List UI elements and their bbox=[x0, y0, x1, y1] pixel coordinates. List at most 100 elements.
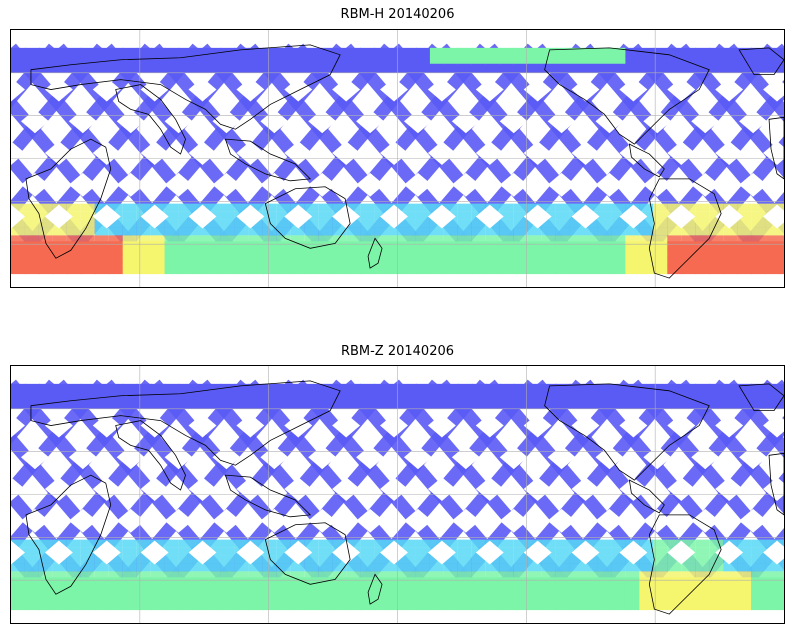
swath-cell bbox=[290, 577, 306, 587]
swath-cell bbox=[318, 55, 334, 65]
swath-cell bbox=[681, 585, 697, 595]
swath-cell bbox=[164, 249, 180, 259]
swath-cell bbox=[290, 241, 306, 251]
swath-cell bbox=[108, 47, 124, 57]
swath-cell bbox=[11, 593, 26, 603]
swath-cell bbox=[443, 391, 459, 401]
swath-cell bbox=[66, 63, 82, 73]
swath-cell bbox=[332, 571, 347, 580]
swath-gap bbox=[380, 413, 408, 438]
swath-cell bbox=[52, 63, 68, 73]
swath-cell bbox=[709, 249, 725, 259]
swath-cell bbox=[192, 249, 208, 259]
swath-cell bbox=[611, 547, 626, 556]
swath-cell bbox=[304, 47, 320, 57]
swath-cell bbox=[709, 227, 724, 236]
swath-cell bbox=[443, 601, 459, 611]
swath-cell bbox=[499, 55, 515, 65]
swath-cell bbox=[234, 571, 249, 580]
swath-cell bbox=[66, 391, 82, 401]
swath-cell bbox=[457, 391, 473, 401]
swath-cell bbox=[513, 219, 528, 228]
swath-cell bbox=[262, 571, 277, 580]
swath-gap bbox=[44, 77, 73, 102]
swath-cell bbox=[346, 585, 362, 595]
swath-cell bbox=[555, 227, 570, 236]
swath-cell bbox=[583, 235, 598, 244]
swath-cell bbox=[290, 571, 305, 580]
swath-cell bbox=[150, 241, 166, 251]
swath-cell bbox=[681, 539, 696, 548]
swath-gap bbox=[380, 540, 408, 565]
swath-gap bbox=[284, 477, 313, 501]
swath-cell bbox=[248, 257, 264, 267]
swath-cell bbox=[751, 539, 766, 548]
swath-cell bbox=[415, 555, 430, 564]
swath-cell bbox=[94, 577, 110, 587]
swath-cell bbox=[639, 235, 654, 244]
swath-cell bbox=[597, 63, 613, 73]
swath-cell bbox=[681, 571, 696, 580]
swath-cell bbox=[695, 235, 710, 244]
swath-cell bbox=[150, 601, 166, 611]
swath-cell bbox=[555, 383, 571, 393]
swath-cell bbox=[611, 47, 627, 57]
coastline bbox=[25, 474, 112, 595]
swath-cell bbox=[94, 539, 109, 548]
swath-cell bbox=[639, 601, 655, 611]
swath-cell bbox=[234, 63, 250, 73]
swath-cell bbox=[52, 235, 67, 244]
swath-gap bbox=[356, 172, 385, 197]
swath-cell bbox=[401, 585, 417, 595]
swath-cell bbox=[681, 265, 697, 275]
swath-cell bbox=[569, 63, 585, 73]
swath-gap bbox=[475, 413, 504, 438]
swath-cell bbox=[611, 235, 626, 244]
swath-cell bbox=[66, 585, 82, 595]
swath-cell bbox=[164, 577, 180, 587]
swath-cell bbox=[38, 55, 54, 65]
swath-cell bbox=[374, 577, 390, 587]
swath-cell bbox=[597, 219, 612, 228]
panel-title: RBM-Z 20140206 bbox=[340, 344, 455, 359]
swath-cell bbox=[108, 265, 124, 275]
swath-cell bbox=[220, 539, 235, 548]
swath-gap bbox=[260, 172, 289, 197]
swath-cell bbox=[541, 249, 557, 259]
swath-cell bbox=[667, 227, 682, 236]
swath-cell bbox=[150, 235, 165, 244]
swath-cell bbox=[38, 585, 54, 595]
swath-cell bbox=[723, 249, 739, 259]
swath-cell bbox=[639, 249, 655, 259]
swath-cell bbox=[234, 257, 250, 267]
swath-cell bbox=[779, 203, 784, 212]
swath-gap bbox=[619, 77, 648, 102]
swath-cell bbox=[779, 571, 784, 580]
coastline bbox=[367, 237, 383, 269]
swath-cell bbox=[234, 219, 249, 228]
swath-cell bbox=[611, 241, 627, 251]
swath-gap bbox=[475, 77, 504, 102]
swath-cell bbox=[765, 399, 781, 409]
swath-cell bbox=[541, 63, 557, 73]
swath-cell bbox=[667, 55, 683, 65]
swath-cell bbox=[401, 593, 417, 603]
swath-cell bbox=[457, 563, 472, 572]
swath-cell bbox=[569, 249, 585, 259]
swath-cell bbox=[234, 593, 250, 603]
swath-cell bbox=[499, 383, 515, 393]
swath-cell bbox=[513, 241, 529, 251]
swath-cell bbox=[248, 399, 264, 409]
swath-gap bbox=[11, 540, 25, 565]
swath-cell bbox=[234, 265, 250, 275]
swath-cell bbox=[66, 47, 82, 57]
swath-cell bbox=[443, 249, 459, 259]
swath-cell bbox=[457, 265, 473, 275]
swath-cell bbox=[737, 571, 752, 580]
swath-cell bbox=[304, 249, 320, 259]
swath-cell bbox=[597, 539, 612, 548]
swath-cell bbox=[206, 203, 221, 212]
swath-cell bbox=[66, 257, 82, 267]
swath-cell bbox=[388, 55, 403, 65]
swath-cell bbox=[80, 539, 95, 548]
